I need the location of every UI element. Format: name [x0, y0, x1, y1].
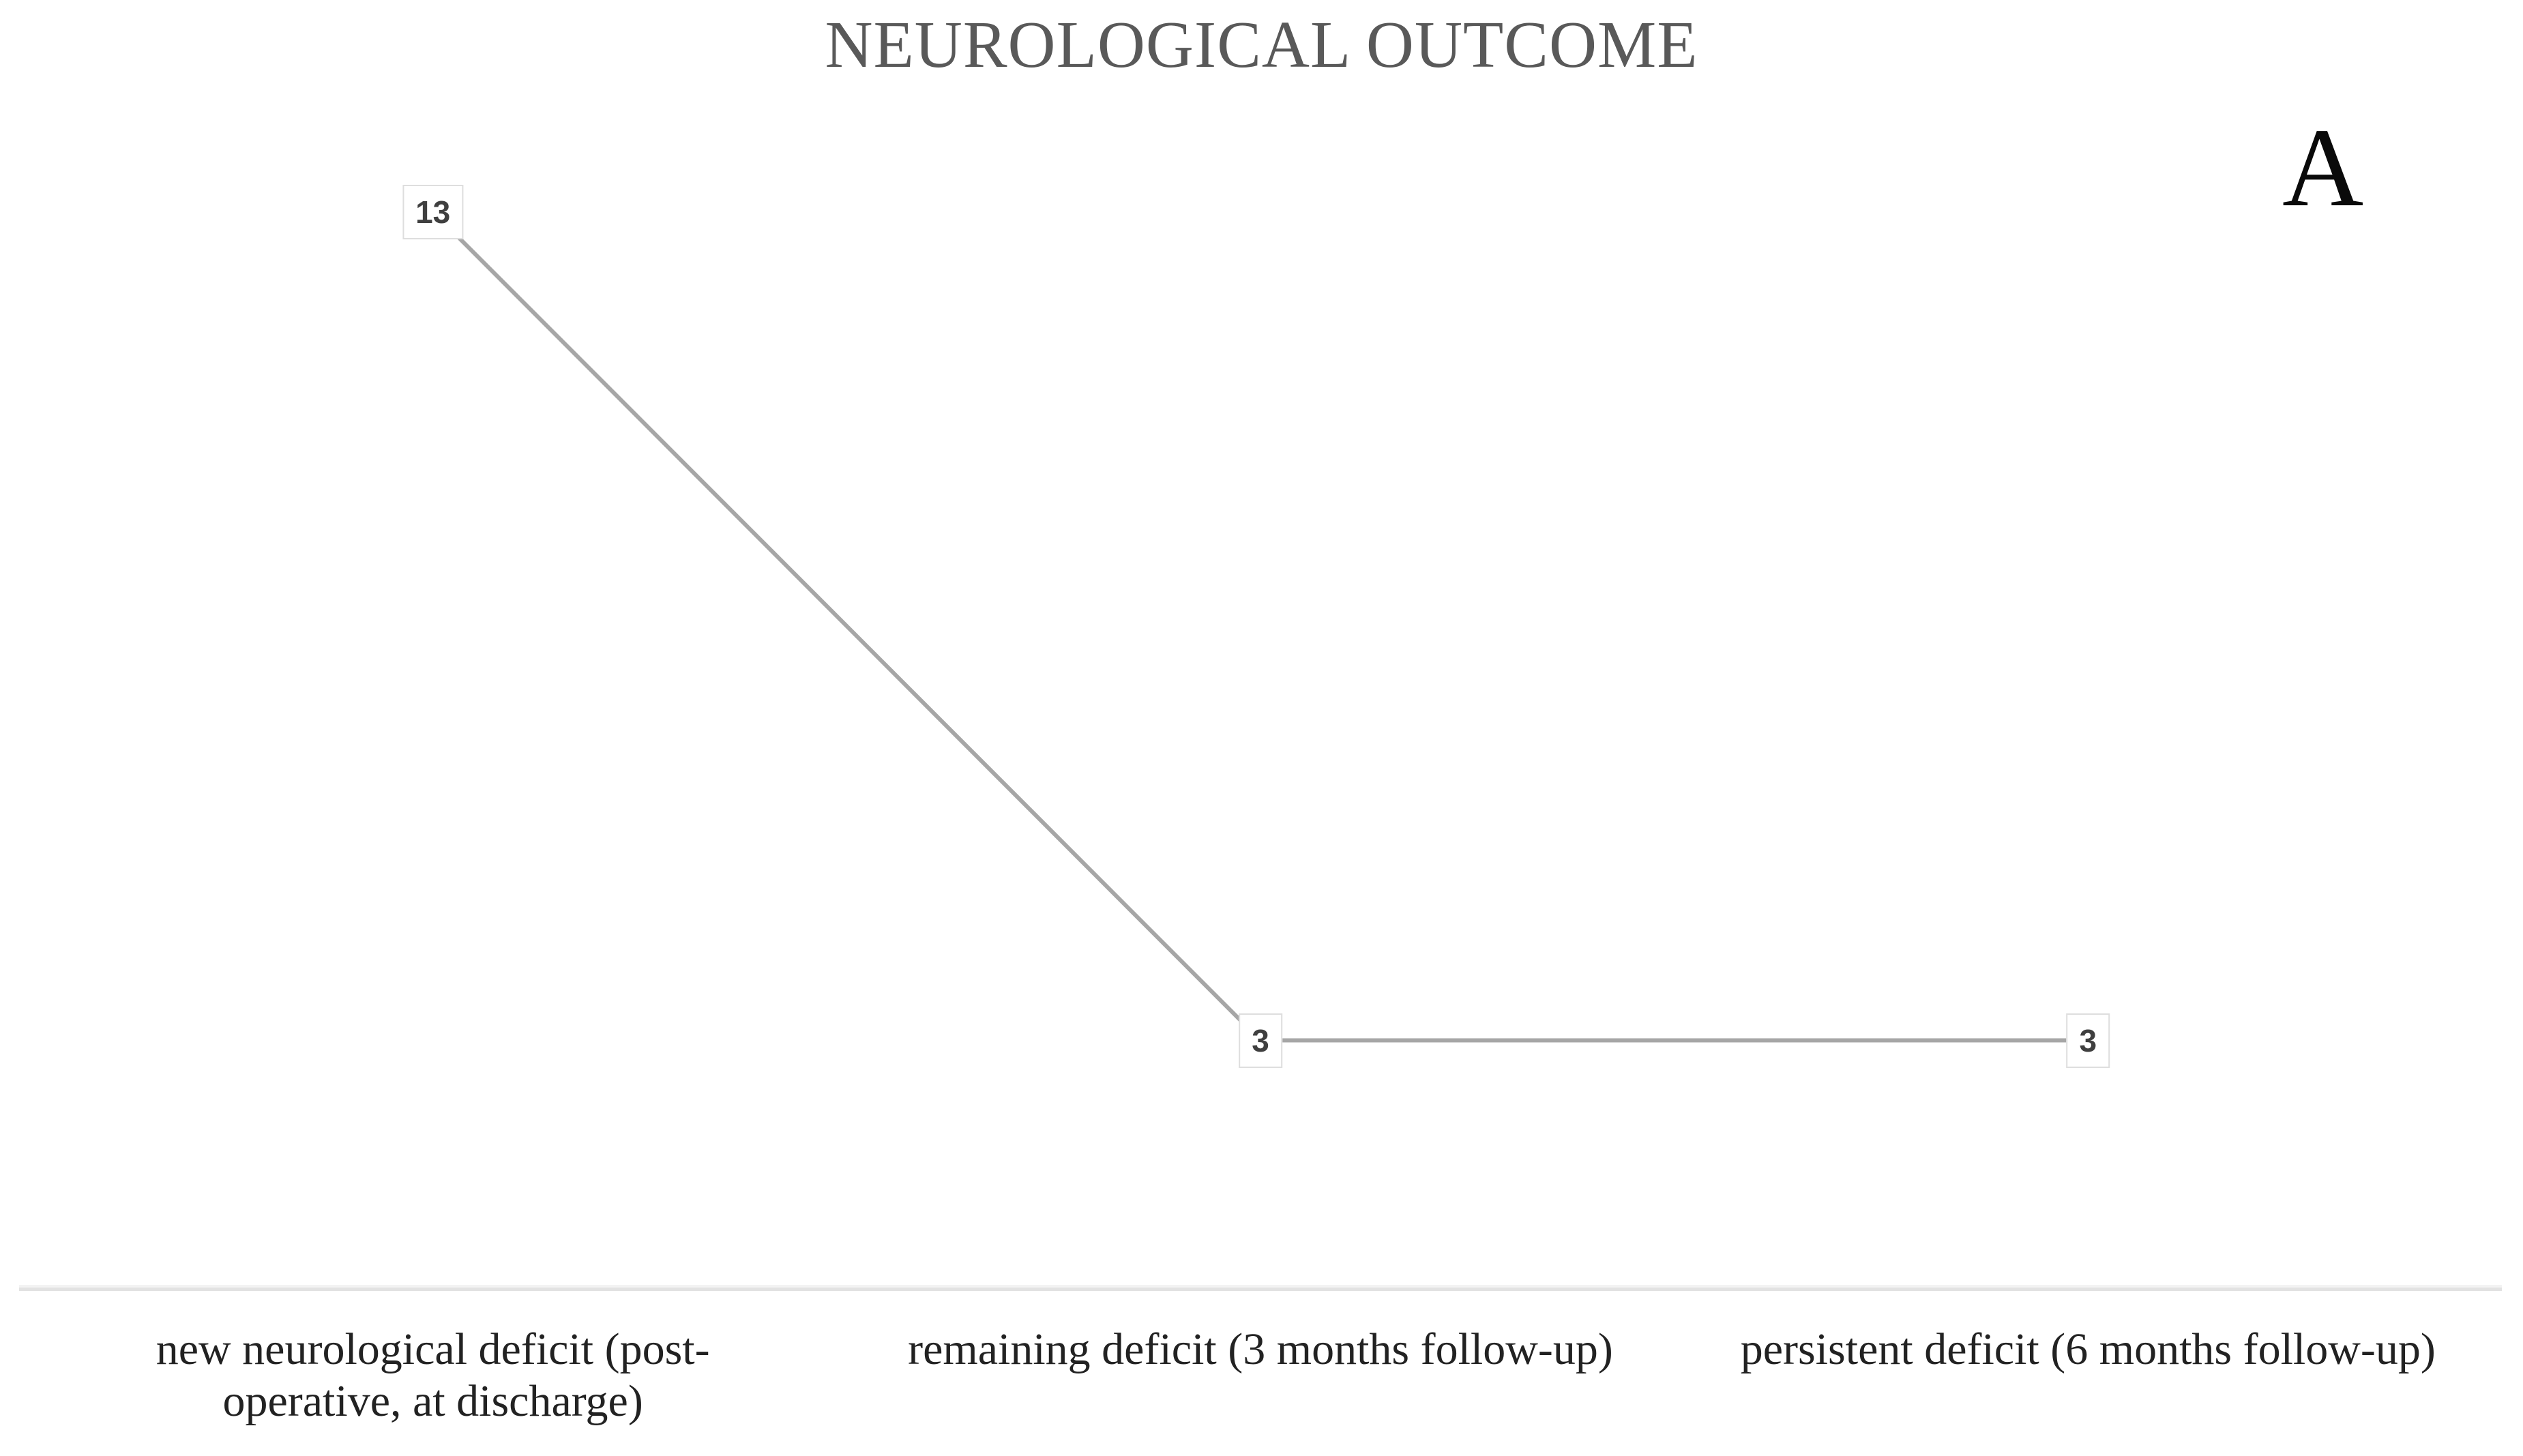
category-axis-label: new neurological deficit (post- operativ… [156, 1324, 710, 1426]
data-label: 3 [2066, 1013, 2110, 1068]
data-label: 13 [402, 184, 464, 239]
panel-label: A [2282, 105, 2364, 230]
chart-title: NEUROLOGICAL OUTCOME [825, 8, 1698, 81]
x-axis-line [19, 1285, 2502, 1291]
category-axis-label: persistent deficit (6 months follow-up) [1740, 1324, 2436, 1374]
category-axis-label: remaining deficit (3 months follow-up) [908, 1324, 1613, 1374]
data-label: 3 [1239, 1013, 1282, 1068]
series-line-path [431, 210, 2089, 1043]
